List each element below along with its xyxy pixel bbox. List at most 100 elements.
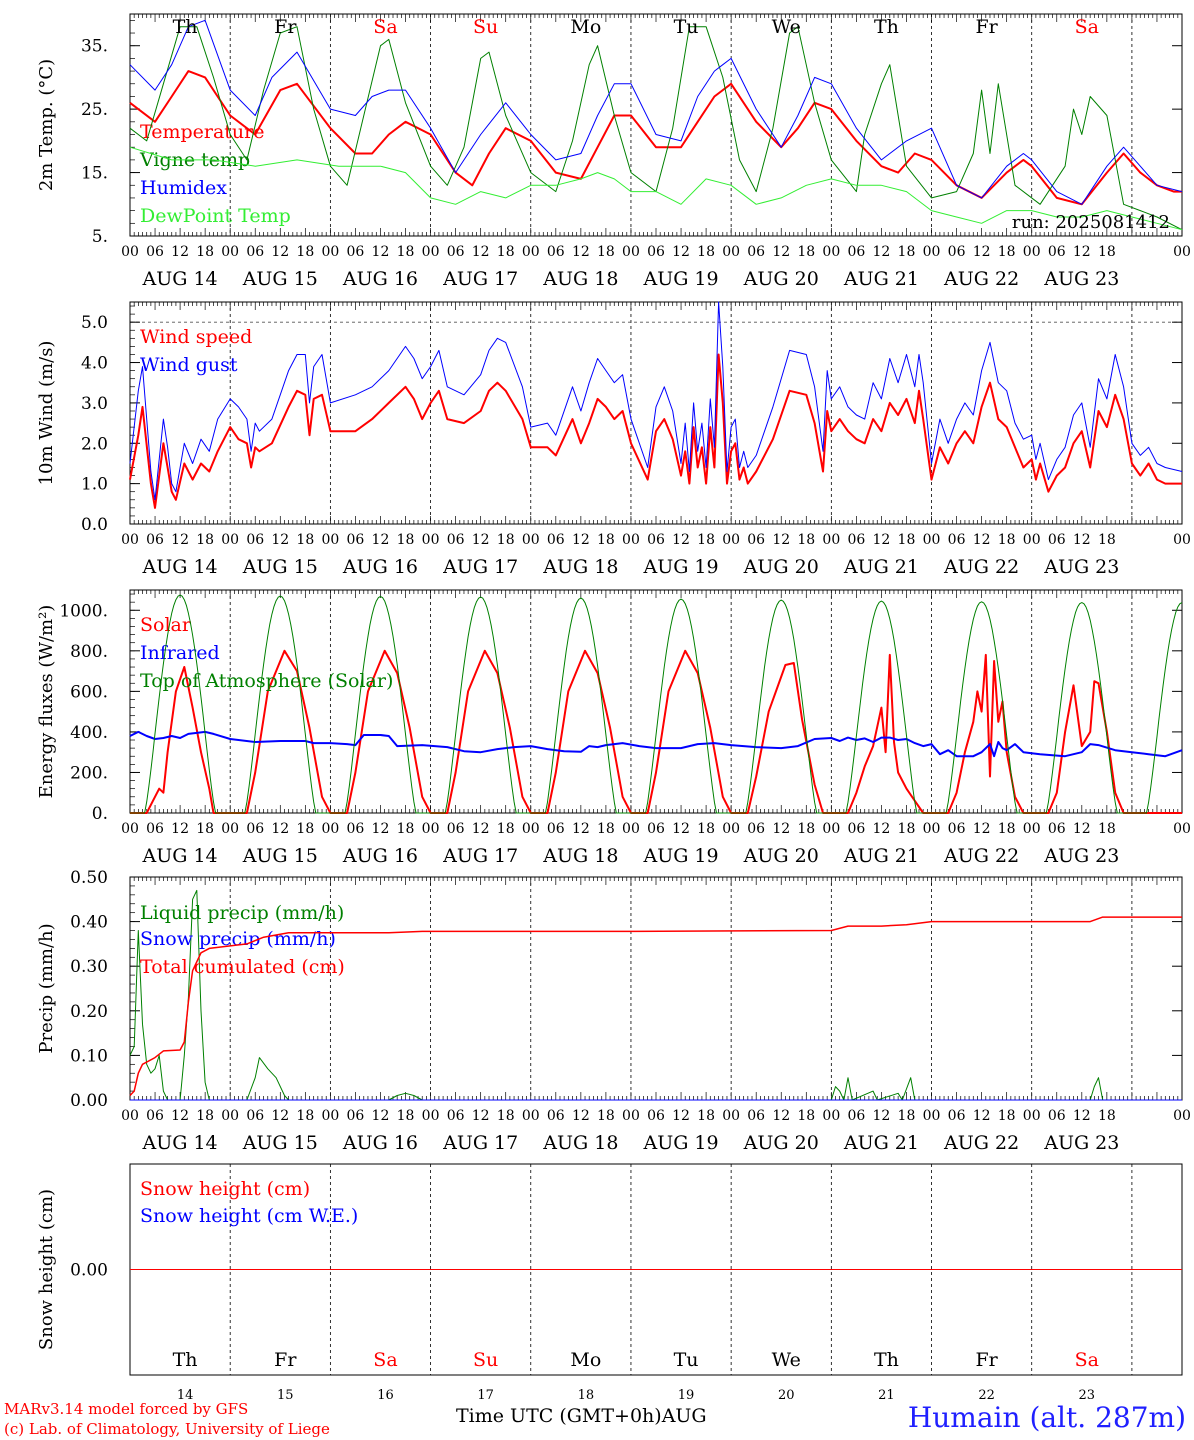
legend-entry: Wind gust	[140, 354, 238, 376]
series-line	[130, 649, 1182, 814]
date-label: AUG 16	[342, 268, 418, 290]
date-label: AUG 17	[442, 268, 518, 290]
series-line	[129, 889, 1182, 1101]
hour-tick-label: 06	[246, 1108, 264, 1124]
hour-tick-label: 00	[522, 244, 540, 260]
date-label: AUG 22	[943, 845, 1019, 867]
date-label: AUG 20	[743, 845, 819, 867]
hour-tick-label: 18	[697, 532, 715, 548]
weekday-label-bottom: We	[772, 1349, 801, 1371]
hour-tick-label: 18	[597, 821, 615, 837]
y-tick-label: 600.	[70, 682, 108, 702]
daynum-label: 16	[377, 1388, 394, 1403]
series-line	[129, 916, 1182, 1097]
hour-tick-label: 00	[221, 821, 239, 837]
date-label: AUG 20	[743, 1132, 819, 1154]
date-label: AUG 18	[542, 268, 618, 290]
y-axis-title: 10m Wind (m/s)	[36, 341, 57, 486]
hour-tick-label: 18	[597, 1108, 615, 1124]
series-line	[129, 146, 1183, 231]
hour-tick-label: 18	[296, 821, 314, 837]
hour-tick-label: 12	[1073, 532, 1091, 548]
hour-tick-label: 00	[221, 244, 239, 260]
date-label: AUG 16	[342, 845, 418, 867]
hour-tick-label: 00	[722, 821, 740, 837]
hour-tick-label: 12	[973, 821, 991, 837]
hour-tick-label: 00	[321, 532, 339, 548]
date-label: AUG 21	[843, 556, 919, 578]
hour-tick-label: 00	[221, 532, 239, 548]
weekday-label-top: Mo	[570, 16, 601, 38]
hour-tick-label: 00	[422, 532, 440, 548]
series-line	[129, 26, 1183, 231]
weekday-label-top: Su	[473, 16, 498, 38]
hour-tick-label: 06	[347, 532, 365, 548]
hour-tick-label: 00	[622, 244, 640, 260]
hour-tick-label: 06	[347, 1108, 365, 1124]
hour-tick-label: 00	[923, 532, 941, 548]
hour-tick-label: 12	[171, 821, 189, 837]
weekday-label-top: Sa	[373, 16, 397, 38]
date-label: AUG 19	[642, 1132, 718, 1154]
hour-tick-label: 12	[672, 244, 690, 260]
hour-tick-label: 12	[873, 1108, 891, 1124]
hour-tick-label: 18	[296, 1108, 314, 1124]
date-label: AUG 22	[943, 556, 1019, 578]
legend-entry: Solar	[140, 614, 192, 636]
hour-tick-label: 12	[873, 244, 891, 260]
weekday-label-top: Fr	[975, 16, 998, 38]
date-label: AUG 21	[843, 268, 919, 290]
hour-tick-label: 12	[973, 1108, 991, 1124]
legend-entry: Liquid precip (mm/h)	[140, 902, 344, 924]
hour-tick-label: 00	[121, 244, 139, 260]
hour-tick-label: 06	[847, 821, 865, 837]
legend-entry: Snow height (cm)	[140, 1178, 310, 1200]
date-label: AUG 17	[442, 1132, 518, 1154]
date-label: AUG 23	[1043, 1132, 1119, 1154]
hour-tick-label: 18	[797, 532, 815, 548]
hour-tick-label: 00	[1173, 532, 1191, 548]
y-tick-label: 1000.	[59, 601, 108, 621]
hour-tick-label: 12	[271, 244, 289, 260]
hour-tick-label: 18	[397, 244, 415, 260]
series-line	[129, 19, 1183, 205]
weekday-label-bottom: Fr	[274, 1349, 297, 1371]
lab-credit: (c) Lab. of Climatology, University of L…	[4, 1420, 330, 1438]
hour-tick-label: 12	[1073, 1108, 1091, 1124]
date-label: AUG 21	[843, 845, 919, 867]
hour-tick-label: 06	[647, 532, 665, 548]
date-label: AUG 22	[943, 1132, 1019, 1154]
hour-tick-label: 06	[547, 532, 565, 548]
y-tick-label: 0.40	[70, 913, 108, 933]
date-label: AUG 18	[542, 1132, 618, 1154]
hour-tick-label: 12	[271, 532, 289, 548]
hour-tick-label: 00	[1173, 244, 1191, 260]
hour-tick-label: 06	[447, 821, 465, 837]
date-label: AUG 19	[642, 268, 718, 290]
hour-tick-label: 06	[146, 1108, 164, 1124]
hour-tick-label: 18	[797, 244, 815, 260]
hour-tick-label: 00	[923, 821, 941, 837]
legend-entry: Humidex	[140, 177, 227, 199]
hour-tick-label: 06	[948, 1108, 966, 1124]
date-label: AUG 18	[542, 556, 618, 578]
hour-tick-label: 18	[397, 532, 415, 548]
hour-tick-label: 06	[146, 821, 164, 837]
run-label: run: 2025081412	[1012, 212, 1170, 233]
hour-tick-label: 00	[822, 532, 840, 548]
hour-tick-label: 18	[898, 821, 916, 837]
hour-tick-label: 00	[822, 1108, 840, 1124]
hour-tick-label: 18	[497, 821, 515, 837]
daynum-label: 23	[1079, 1388, 1096, 1403]
hour-tick-label: 18	[397, 821, 415, 837]
hour-tick-label: 12	[772, 532, 790, 548]
legend-entry: DewPoint Temp	[140, 205, 291, 227]
hour-tick-label: 00	[822, 821, 840, 837]
hour-tick-label: 00	[422, 1108, 440, 1124]
y-tick-label: 0.00	[70, 1091, 108, 1111]
hour-tick-label: 06	[1048, 821, 1066, 837]
hour-tick-label: 18	[697, 821, 715, 837]
weekday-label-top: Fr	[274, 16, 297, 38]
hour-tick-label: 18	[797, 821, 815, 837]
hour-tick-label: 00	[522, 532, 540, 548]
